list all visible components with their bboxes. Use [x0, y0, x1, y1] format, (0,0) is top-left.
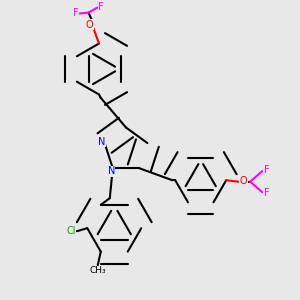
Text: O: O: [85, 20, 93, 30]
Text: F: F: [73, 8, 79, 18]
Text: Cl: Cl: [66, 226, 76, 236]
Text: F: F: [264, 165, 269, 175]
Text: O: O: [240, 176, 248, 186]
Text: N: N: [108, 166, 115, 176]
Text: F: F: [264, 188, 269, 198]
Text: N: N: [98, 136, 105, 146]
Text: F: F: [98, 2, 104, 12]
Text: CH₃: CH₃: [89, 266, 106, 275]
